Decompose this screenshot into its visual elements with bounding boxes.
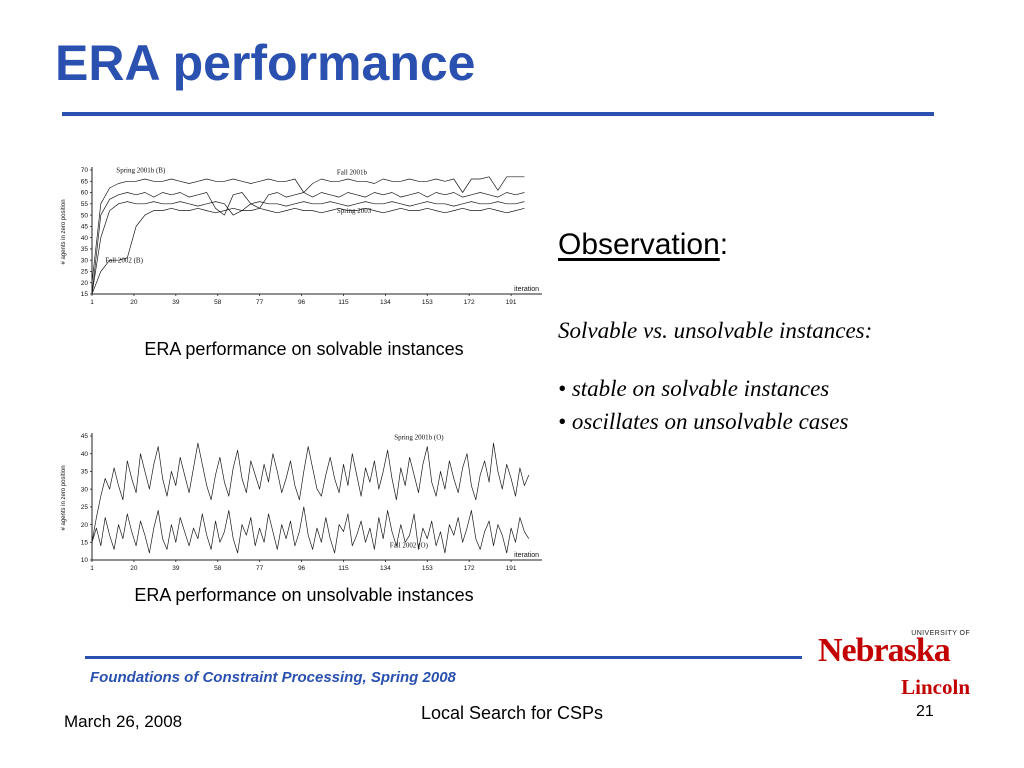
x-tick-label: 20 <box>130 299 138 306</box>
x-tick-label: 1 <box>90 565 94 572</box>
observation-bullet: • oscillates on unsolvable cases <box>558 405 998 438</box>
university-logo: UNIVERSITY OF Nebraska Lincoln <box>818 630 970 702</box>
unsolvable-chart-caption: ERA performance on unsolvable instances <box>134 585 474 605</box>
series-line-3 <box>91 207 525 295</box>
y-tick-label: 60 <box>81 190 89 197</box>
y-tick-label: 40 <box>81 235 89 242</box>
series-label-1: Spring 2001b (B) <box>116 166 166 174</box>
y-tick-label: 45 <box>81 433 89 440</box>
x-tick-label: 191 <box>506 299 517 306</box>
y-tick-label: 20 <box>81 522 89 529</box>
observation-block: Observation: Solvable vs. unsolvable ins… <box>558 228 998 438</box>
x-tick-label: 172 <box>464 299 475 306</box>
y-tick-label: 40 <box>81 451 89 458</box>
solvable-chart-canvas: 15 20 25 30 35 40 45 50 55 60 65 70 1 20 39 58 77 96 115 13… <box>61 166 542 306</box>
x-tick-label: 39 <box>172 565 180 572</box>
x-axis-label: iteration <box>514 286 539 293</box>
x-tick-label: 20 <box>130 565 138 572</box>
x-tick-label: 115 <box>338 565 349 572</box>
series-line-1 <box>91 192 525 295</box>
page-title: ERA performance <box>55 35 476 91</box>
bullet-text: stable on solvable instances <box>571 376 830 401</box>
y-tick-label: 45 <box>81 224 89 231</box>
x-axis-label: iteration <box>514 552 539 559</box>
y-tick-label: 30 <box>81 257 89 264</box>
observation-subtitle: Solvable vs. unsolvable instances: <box>558 318 873 343</box>
x-tick-label: 134 <box>380 299 391 306</box>
solvable-chart-caption: ERA performance on solvable instances <box>144 339 464 359</box>
y-axis-label: # agents in zero position <box>61 465 67 530</box>
x-tick-label: 115 <box>338 299 349 306</box>
x-tick-label: 96 <box>298 565 306 572</box>
logo-lincoln-text: Lincoln <box>901 675 970 699</box>
observation-heading-colon: : <box>719 228 729 261</box>
x-tick-label: 172 <box>464 565 475 572</box>
series-line-2 <box>91 201 525 295</box>
y-tick-label: 15 <box>81 291 89 298</box>
logo-nebraska-wordmark: Nebraska <box>818 632 951 669</box>
y-tick-label: 50 <box>81 212 89 219</box>
x-tick-label: 77 <box>256 299 264 306</box>
series-line-0 <box>91 442 530 543</box>
y-tick-label: 35 <box>81 469 89 476</box>
unsolvable-instances-chart: 10 15 20 25 30 35 40 45 1 20 39 58 77 96 115 134 153 172 1… <box>58 426 550 576</box>
series-line-1 <box>91 506 530 554</box>
y-tick-label: 10 <box>81 557 89 564</box>
y-tick-label: 35 <box>81 246 89 253</box>
y-tick-label: 70 <box>81 167 89 174</box>
footer-date: March 26, 2008 <box>64 712 183 731</box>
x-tick-label: 77 <box>256 565 264 572</box>
logo-university-of-text: UNIVERSITY OF <box>911 630 970 637</box>
y-tick-label: 30 <box>81 486 89 493</box>
footer-page-number: 21 <box>916 703 934 720</box>
y-tick-label: 20 <box>81 280 89 287</box>
x-tick-label: 39 <box>172 299 180 306</box>
bullet-marker: • <box>558 409 567 434</box>
footer-lecture-title: Local Search for CSPs <box>420 703 604 723</box>
y-tick-label: 25 <box>81 269 89 276</box>
observation-bullet: • stable on solvable instances <box>558 372 998 405</box>
x-tick-label: 153 <box>422 565 433 572</box>
bullet-marker: • <box>558 376 567 401</box>
series-label-3: Fall 2002 (B) <box>105 256 143 264</box>
y-tick-label: 55 <box>81 201 89 208</box>
y-tick-label: 65 <box>81 178 89 185</box>
series-label-0: Fall 2001b <box>337 169 368 177</box>
x-tick-label: 58 <box>214 565 222 572</box>
footer-rule <box>85 656 802 659</box>
unsolvable-chart-canvas: 10 15 20 25 30 35 40 45 1 20 39 58 77 96 115 134 153 172 1… <box>61 433 542 572</box>
x-tick-label: 58 <box>214 299 222 306</box>
observation-heading: Observation: <box>558 228 998 262</box>
y-axis-label: # agents in zero position <box>61 199 67 264</box>
solvable-instances-chart: 15 20 25 30 35 40 45 50 55 60 65 70 1 20 39 58 77 96 115 13… <box>58 160 550 310</box>
footer-course-title: Foundations of Constraint Processing, Sp… <box>90 669 456 686</box>
observation-bullet-list: • stable on solvable instances • oscilla… <box>558 372 998 438</box>
bullet-text: oscillates on unsolvable cases <box>571 409 849 434</box>
title-underline-rule <box>62 112 934 116</box>
x-tick-label: 1 <box>90 299 94 306</box>
x-tick-label: 191 <box>506 565 517 572</box>
x-tick-label: 134 <box>380 565 391 572</box>
x-tick-label: 96 <box>298 299 306 306</box>
series-label-0: Spring 2001b (O) <box>394 434 444 442</box>
series-label-1: Fall 2002 (O) <box>390 542 429 550</box>
y-tick-label: 25 <box>81 504 89 511</box>
y-tick-label: 15 <box>81 539 89 546</box>
series-line-0 <box>91 176 525 283</box>
observation-heading-word: Observation <box>558 228 720 261</box>
x-tick-label: 153 <box>422 299 433 306</box>
